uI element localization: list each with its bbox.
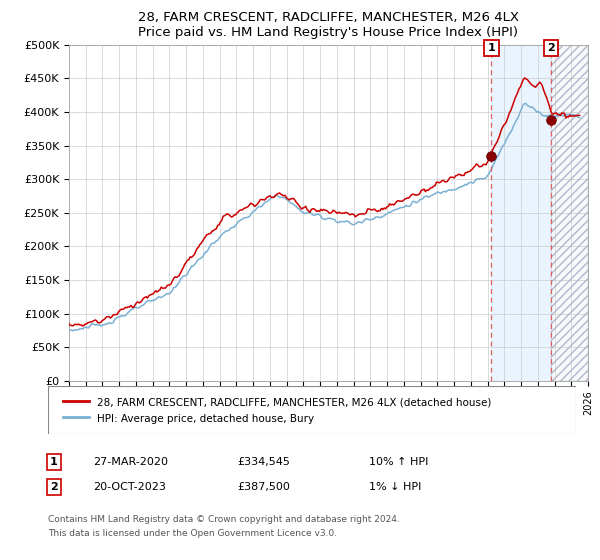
Text: 2: 2: [547, 43, 555, 53]
Text: 10% ↑ HPI: 10% ↑ HPI: [369, 457, 428, 467]
Legend: 28, FARM CRESCENT, RADCLIFFE, MANCHESTER, M26 4LX (detached house), HPI: Average: 28, FARM CRESCENT, RADCLIFFE, MANCHESTER…: [58, 393, 496, 428]
Bar: [551, 45, 588, 381]
Bar: [551, 45, 588, 381]
Text: 1: 1: [488, 43, 495, 53]
Text: 20-OCT-2023: 20-OCT-2023: [93, 482, 166, 492]
Text: £387,500: £387,500: [237, 482, 290, 492]
FancyBboxPatch shape: [48, 386, 576, 434]
Title: 28, FARM CRESCENT, RADCLIFFE, MANCHESTER, M26 4LX
Price paid vs. HM Land Registr: 28, FARM CRESCENT, RADCLIFFE, MANCHESTER…: [138, 11, 519, 39]
Text: £334,545: £334,545: [237, 457, 290, 467]
Text: 2: 2: [50, 482, 58, 492]
Text: This data is licensed under the Open Government Licence v3.0.: This data is licensed under the Open Gov…: [48, 529, 337, 538]
Text: 27-MAR-2020: 27-MAR-2020: [93, 457, 168, 467]
Bar: [491, 45, 551, 381]
Text: Contains HM Land Registry data © Crown copyright and database right 2024.: Contains HM Land Registry data © Crown c…: [48, 515, 400, 524]
Text: 1: 1: [50, 457, 58, 467]
Text: 1% ↓ HPI: 1% ↓ HPI: [369, 482, 421, 492]
